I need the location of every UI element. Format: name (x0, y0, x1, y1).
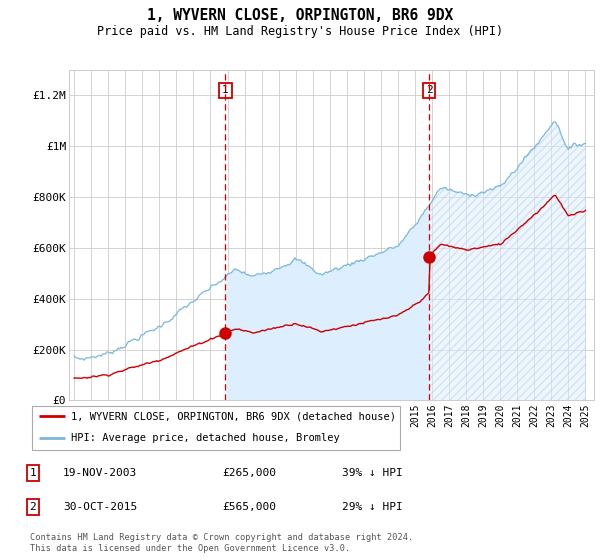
Text: 1, WYVERN CLOSE, ORPINGTON, BR6 9DX (detached house): 1, WYVERN CLOSE, ORPINGTON, BR6 9DX (det… (71, 412, 396, 421)
Text: 30-OCT-2015: 30-OCT-2015 (63, 502, 137, 512)
Text: 1, WYVERN CLOSE, ORPINGTON, BR6 9DX: 1, WYVERN CLOSE, ORPINGTON, BR6 9DX (147, 8, 453, 24)
Text: 2: 2 (29, 502, 37, 512)
Text: 19-NOV-2003: 19-NOV-2003 (63, 468, 137, 478)
Text: HPI: Average price, detached house, Bromley: HPI: Average price, detached house, Brom… (71, 433, 340, 443)
FancyBboxPatch shape (32, 406, 400, 450)
Text: 1: 1 (222, 85, 229, 95)
Text: £265,000: £265,000 (222, 468, 276, 478)
Text: 39% ↓ HPI: 39% ↓ HPI (342, 468, 403, 478)
Text: Contains HM Land Registry data © Crown copyright and database right 2024.
This d: Contains HM Land Registry data © Crown c… (30, 533, 413, 553)
Text: 2: 2 (426, 85, 433, 95)
Text: £565,000: £565,000 (222, 502, 276, 512)
Text: 29% ↓ HPI: 29% ↓ HPI (342, 502, 403, 512)
Text: 1: 1 (29, 468, 37, 478)
Text: Price paid vs. HM Land Registry's House Price Index (HPI): Price paid vs. HM Land Registry's House … (97, 25, 503, 38)
